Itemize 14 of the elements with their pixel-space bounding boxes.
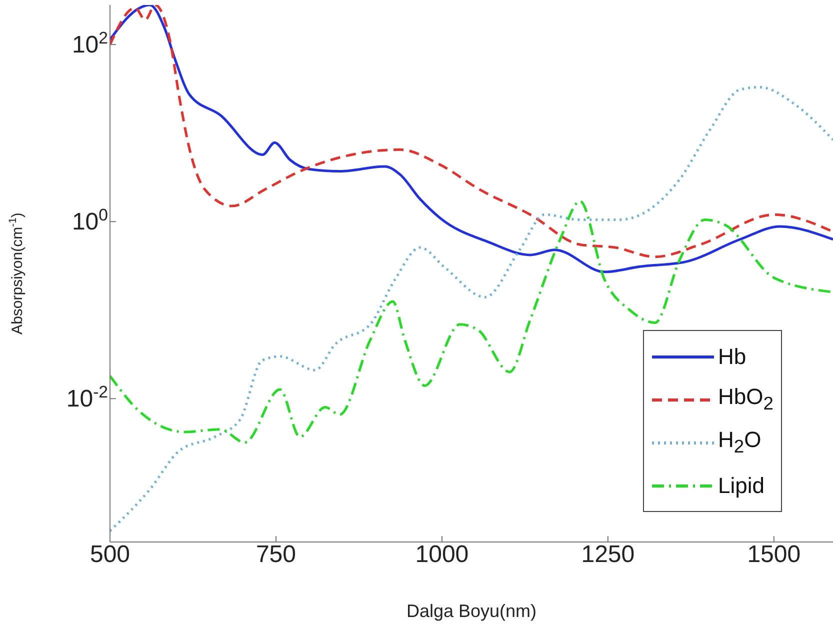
- legend-label: Lipid: [718, 472, 764, 498]
- x-tick-label: 1000: [415, 541, 469, 568]
- x-tick-label: 500: [90, 541, 130, 568]
- legend-label: Hb: [718, 344, 746, 368]
- line-series: [110, 86, 833, 532]
- legend-label: H$_{2}$O: [718, 427, 762, 457]
- x-tick-label: 750: [256, 541, 296, 568]
- x-tick-label: 1500: [747, 541, 801, 568]
- y-tick-label: 10$^{-2}$: [66, 382, 108, 413]
- y-tick-label: 10$^{0}$: [72, 205, 108, 236]
- y-tick-label: 10$^{2}$: [72, 28, 108, 59]
- x-axis-title: Dalga Boyu(nm): [406, 601, 537, 621]
- x-tick-label: 1250: [581, 541, 635, 568]
- legend-label: HbO$_{2}$: [718, 384, 774, 414]
